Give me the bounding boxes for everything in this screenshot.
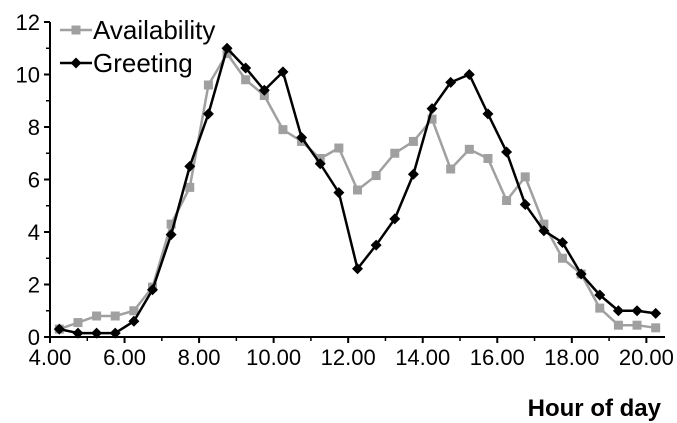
greeting-point [463, 69, 475, 80]
availability-point [613, 320, 623, 330]
greeting-point [240, 62, 252, 74]
availability-point [632, 320, 642, 330]
availability-point [129, 306, 139, 316]
availability-point [203, 80, 213, 90]
availability-point [651, 323, 661, 333]
x-tick-label: 10.00 [246, 345, 301, 370]
greeting-point [314, 158, 326, 170]
greeting-point [352, 263, 363, 275]
greeting-point [389, 213, 401, 225]
x-tick-label: 18.00 [544, 345, 599, 370]
availability-point [595, 303, 605, 313]
x-tick-label: 4.00 [29, 345, 72, 370]
x-tick-label: 16.00 [470, 345, 525, 370]
availability-point [371, 171, 381, 181]
greeting-point [258, 84, 270, 96]
legend-marker-availability [71, 25, 81, 35]
greeting-point [557, 237, 568, 248]
greeting-point [277, 66, 289, 78]
availability-point [558, 253, 567, 263]
greeting-point [128, 315, 140, 327]
availability-point [353, 185, 362, 195]
availability-point [408, 136, 418, 146]
availability-point [427, 114, 437, 124]
greeting-point [333, 187, 345, 199]
greeting-point [109, 327, 121, 339]
greeting-point [519, 198, 531, 210]
availability-point [241, 75, 251, 85]
availability-point [278, 125, 288, 135]
y-tick-label: 2 [28, 273, 40, 298]
legend-label-greeting: Greeting [93, 48, 193, 78]
availability-point [464, 144, 474, 154]
x-axis-title: Hour of day [528, 395, 662, 422]
legend-item-greeting: Greeting [60, 48, 193, 78]
greeting-point [594, 289, 606, 301]
availability-point [92, 311, 102, 321]
axes: 0 2 4 6 8 10 12 4.00 6.00 8.00 10.00 12.00 14.00 16.0… [16, 10, 674, 370]
legend-item-availability: Availability [60, 15, 215, 45]
availability-point [110, 311, 120, 321]
y-tick-label: 12 [16, 10, 40, 35]
greeting-point [445, 76, 457, 88]
greeting-point [501, 146, 513, 158]
y-tick-label: 8 [28, 115, 40, 140]
availability-point [390, 148, 400, 158]
greeting-point [91, 327, 103, 339]
x-tick-label: 12.00 [321, 345, 376, 370]
y-tick-label: 0 [28, 325, 40, 350]
availability-point [483, 154, 493, 163]
availability-point [334, 143, 344, 153]
greeting-point [426, 103, 438, 115]
availability-point [446, 164, 456, 174]
greeting-point [575, 268, 587, 280]
availability-point [539, 219, 549, 229]
greeting-point [612, 305, 624, 317]
greeting-point [650, 307, 662, 319]
legend-marker-greeting [70, 57, 82, 69]
greeting-point [221, 42, 233, 54]
x-tick-label: 14.00 [395, 345, 450, 370]
x-tick-label: 8.00 [178, 345, 221, 370]
availability-point [520, 172, 530, 182]
x-tick-label: 6.00 [103, 345, 146, 370]
availability-point [502, 196, 512, 205]
y-tick-label: 6 [28, 168, 40, 193]
availability-point [185, 182, 195, 192]
greeting-point [202, 108, 214, 120]
y-tick-label: 10 [16, 63, 40, 88]
greeting-point [538, 225, 550, 237]
greeting-point [147, 284, 158, 296]
greeting-point [482, 108, 494, 120]
series-greeting [53, 42, 662, 339]
greeting-point [53, 323, 65, 335]
greeting-point [72, 327, 84, 339]
greeting-point [407, 168, 419, 180]
series-availability [54, 49, 661, 334]
greeting-point [370, 239, 382, 251]
y-tick-label: 4 [28, 220, 40, 245]
availability-point [166, 219, 176, 229]
greeting-point [165, 229, 177, 241]
greeting-point [184, 160, 196, 172]
x-tick-label: 20.00 [619, 345, 674, 370]
greeting-point [296, 132, 308, 143]
availability-point [73, 318, 83, 328]
greeting-point [631, 305, 643, 317]
legend-label-availability: Availability [93, 15, 215, 45]
series-layer [53, 42, 662, 339]
